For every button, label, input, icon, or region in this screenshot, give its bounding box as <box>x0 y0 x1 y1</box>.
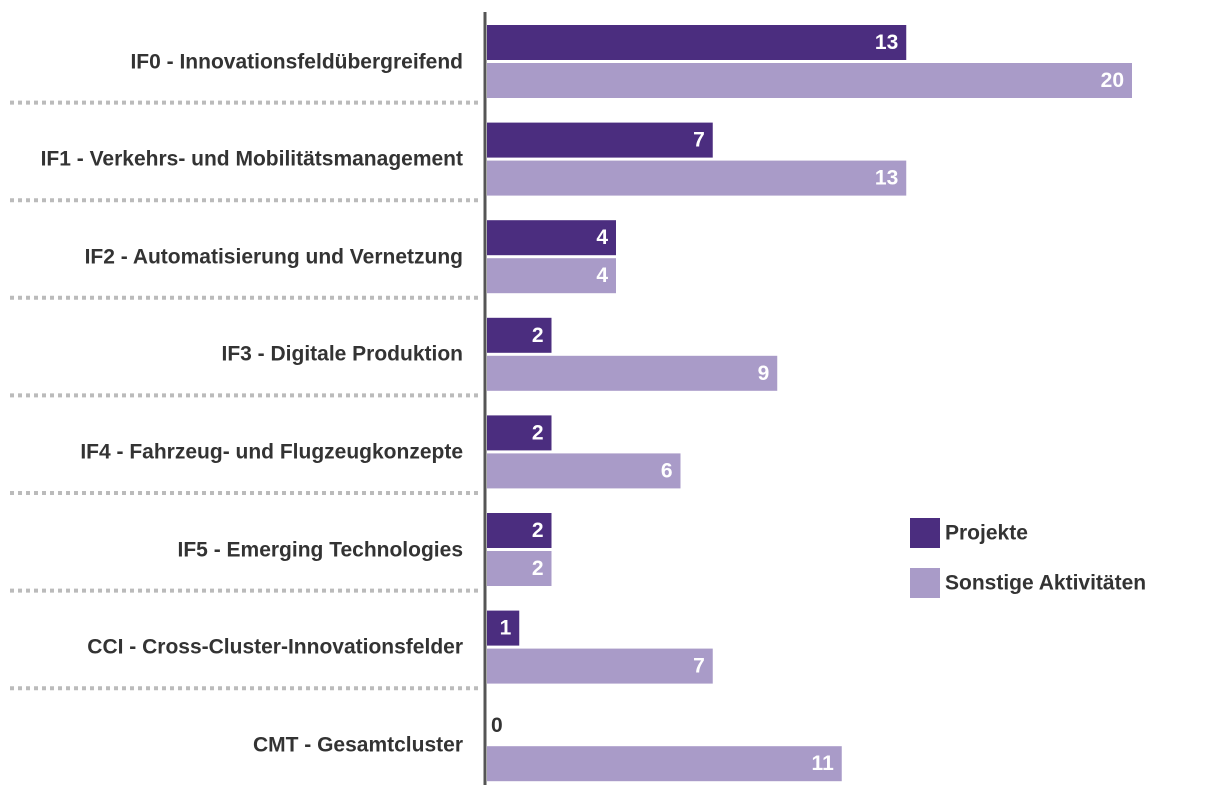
category-label: IF5 - Emerging Technologies <box>177 538 463 561</box>
bar <box>487 355 778 391</box>
value-label: 1 <box>500 617 512 640</box>
value-label: 13 <box>875 31 898 54</box>
bar <box>487 160 907 196</box>
value-label: 13 <box>875 167 898 190</box>
value-label: 0 <box>491 714 503 737</box>
value-label: 6 <box>661 459 673 482</box>
legend-swatch <box>910 518 940 548</box>
value-label: 20 <box>1101 69 1124 92</box>
value-label: 9 <box>758 362 770 385</box>
category-label: CMT - Gesamtcluster <box>252 733 463 757</box>
value-label: 2 <box>532 557 544 580</box>
bar <box>487 453 681 489</box>
legend-label: Sonstige Aktivitäten <box>945 572 1146 595</box>
bar <box>487 258 616 294</box>
category-label: IF1 - Verkehrs- und Mobilitätsmanagement <box>40 147 463 171</box>
value-label: 4 <box>596 226 608 249</box>
category-label: CCI - Cross-Cluster-Innovationsfelder <box>87 635 463 659</box>
value-label: 11 <box>812 752 835 775</box>
bar <box>487 122 713 158</box>
category-label: IF3 - Digitale Produktion <box>221 342 463 366</box>
category-label: IF0 - Innovationsfeldübergreifend <box>130 50 463 73</box>
bar <box>487 513 552 548</box>
value-label: 2 <box>532 421 544 444</box>
bar <box>487 648 713 684</box>
category-label: IF2 - Automatisierung und Vernetzung <box>84 245 463 269</box>
value-label: 7 <box>693 129 705 152</box>
value-label: 2 <box>532 324 544 347</box>
legend-swatch <box>910 568 940 598</box>
bar <box>487 220 616 256</box>
category-label: IF4 - Fahrzeug- und Flugzeugkonzepte <box>80 440 463 464</box>
bar <box>487 63 1132 98</box>
bar <box>487 551 552 586</box>
bar <box>487 317 552 353</box>
legend-label: Projekte <box>945 522 1028 545</box>
value-label: 2 <box>532 519 544 542</box>
bar <box>487 25 907 60</box>
value-label: 4 <box>596 264 608 287</box>
value-label: 7 <box>693 655 705 678</box>
bar <box>487 415 552 451</box>
bar <box>487 610 520 646</box>
bar <box>487 746 842 782</box>
